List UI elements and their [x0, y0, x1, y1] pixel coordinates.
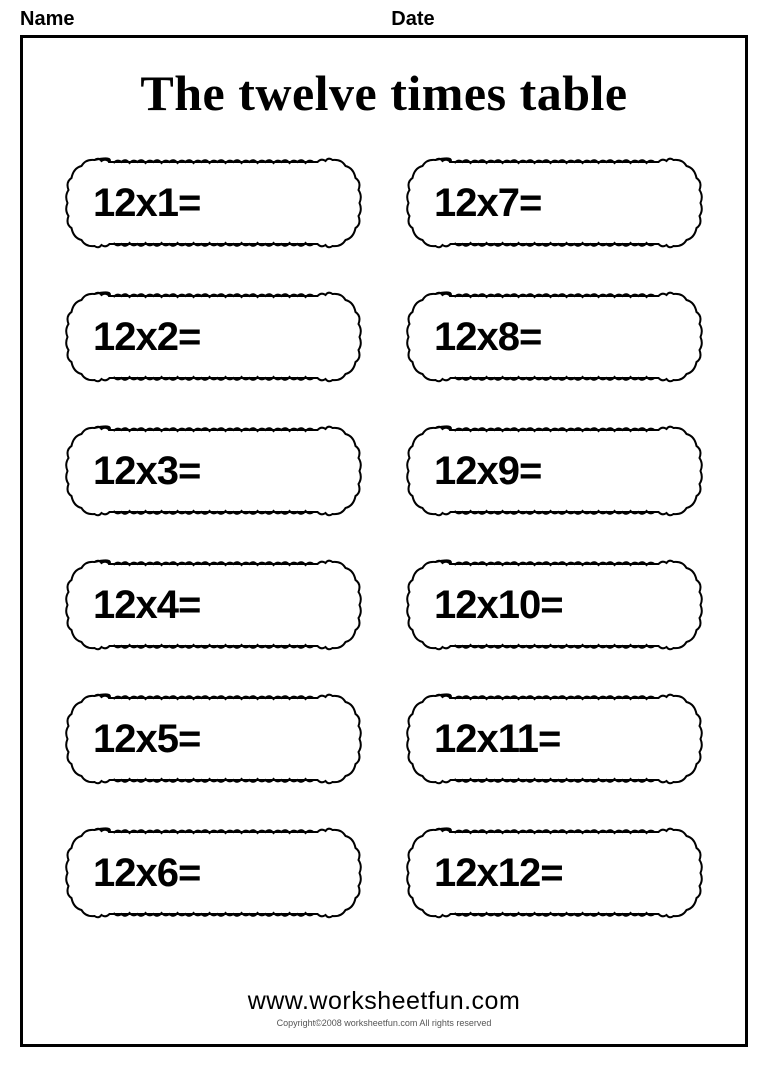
problem-bubble: 12x5= [63, 690, 364, 788]
problem-bubble: 12x12= [404, 824, 705, 922]
footer: www.worksheetfun.com Copyright©2008 work… [53, 987, 715, 1034]
problem-bubble: 12x1= [63, 154, 364, 252]
problem-text: 12x1= [93, 181, 200, 226]
problem-text: 12x8= [434, 315, 541, 360]
problem-bubble: 12x3= [63, 422, 364, 520]
problem-text: 12x7= [434, 181, 541, 226]
problem-bubble: 12x2= [63, 288, 364, 386]
problem-text: 12x5= [93, 717, 200, 762]
problem-bubble: 12x9= [404, 422, 705, 520]
page-title: The twelve times table [53, 64, 715, 122]
name-label: Name [20, 8, 391, 31]
problem-bubble: 12x11= [404, 690, 705, 788]
problem-bubble: 12x7= [404, 154, 705, 252]
footer-url: www.worksheetfun.com [53, 987, 715, 1016]
problem-text: 12x2= [93, 315, 200, 360]
problem-text: 12x10= [434, 583, 563, 628]
problem-text: 12x3= [93, 449, 200, 494]
problem-text: 12x9= [434, 449, 541, 494]
footer-copyright: Copyright©2008 worksheetfun.com All righ… [53, 1018, 715, 1028]
date-label: Date [391, 8, 748, 31]
problem-bubble: 12x4= [63, 556, 364, 654]
problems-grid: 12x1= 12x7= 12x2= 12x8= 12x3= 12x9= 12x4… [53, 154, 715, 987]
header-row: Name Date [0, 0, 768, 35]
problem-text: 12x4= [93, 583, 200, 628]
worksheet-frame: The twelve times table 12x1= 12x7= 12x2=… [20, 35, 748, 1047]
problem-bubble: 12x6= [63, 824, 364, 922]
problem-text: 12x6= [93, 851, 200, 896]
problem-text: 12x12= [434, 851, 563, 896]
problem-bubble: 12x10= [404, 556, 705, 654]
problem-text: 12x11= [434, 717, 560, 762]
problem-bubble: 12x8= [404, 288, 705, 386]
